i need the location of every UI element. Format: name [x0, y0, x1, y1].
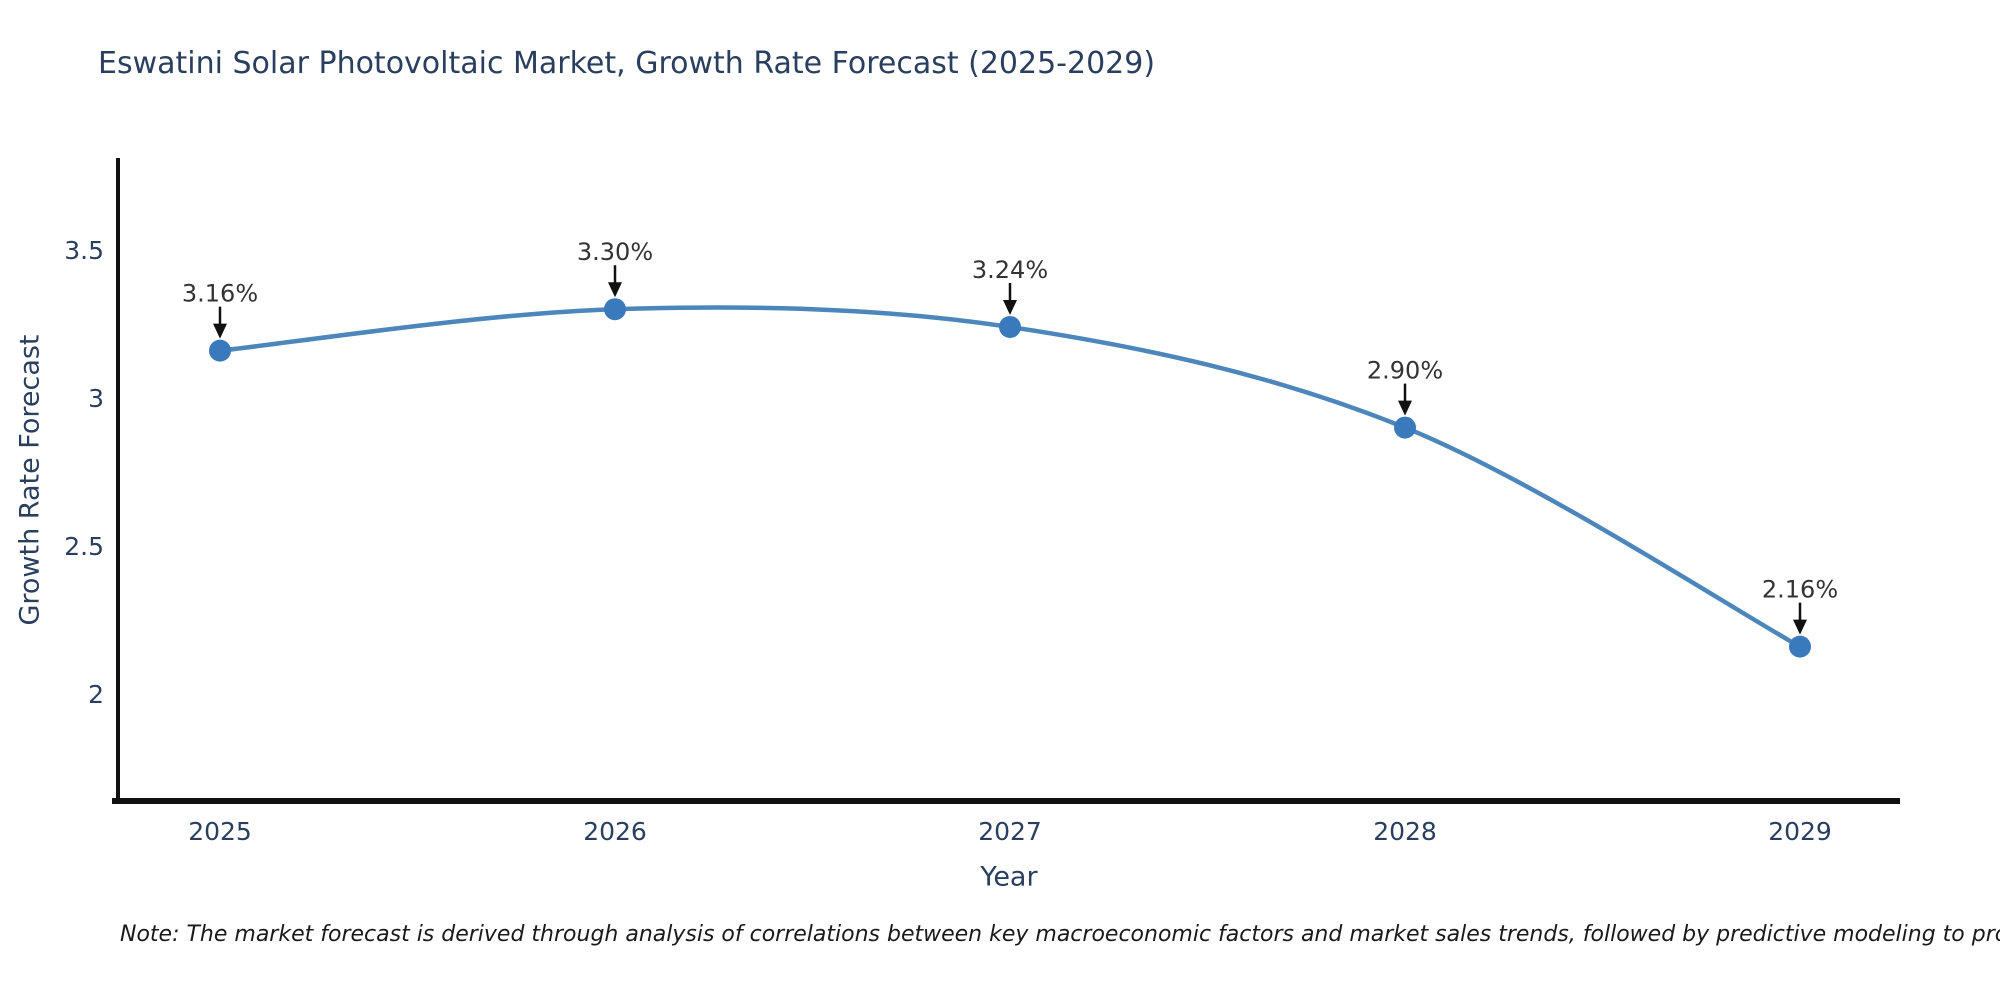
annotation-arrow-head — [1003, 299, 1017, 315]
footnote: Note: The market forecast is derived thr… — [120, 922, 2000, 947]
point-label: 3.30% — [577, 238, 653, 266]
data-point — [209, 339, 231, 362]
x-tick-label: 2027 — [978, 817, 1042, 846]
y-tick-label: 2 — [88, 680, 104, 709]
annotation-arrow-head — [1398, 400, 1412, 416]
annotations: 3.16% 3.30% 3.24% 2.90% 2.16% — [182, 238, 1838, 635]
series-markers — [209, 298, 1811, 658]
data-point — [999, 315, 1021, 338]
point-label: 3.24% — [972, 256, 1048, 284]
series-line — [217, 305, 1803, 649]
annotation-arrow-head — [213, 323, 227, 339]
y-axis-title: Growth Rate Forecast — [14, 334, 46, 626]
point-label: 3.16% — [182, 280, 258, 308]
point-label: 2.90% — [1367, 357, 1443, 385]
x-tick-label: 2028 — [1373, 817, 1437, 846]
annotation-arrow-head — [1793, 619, 1807, 635]
point-label: 2.16% — [1762, 576, 1838, 604]
x-tick-label: 2029 — [1768, 817, 1832, 846]
annotation-arrow-head — [608, 282, 622, 298]
x-tick-label: 2026 — [583, 817, 647, 846]
chart-title: Eswatini Solar Photovoltaic Market, Grow… — [98, 46, 1156, 81]
data-point — [604, 298, 626, 321]
growth-rate-line — [217, 305, 1803, 649]
x-axis-title: Year — [980, 861, 1038, 893]
y-tick-label: 3 — [88, 384, 104, 413]
y-axis-ticks: 3.5 3 2.5 2 — [64, 236, 104, 709]
x-axis-ticks: 2025 2026 2027 2028 2029 — [188, 817, 1832, 846]
x-tick-label: 2025 — [188, 817, 252, 846]
data-point — [1394, 416, 1416, 439]
data-point — [1789, 635, 1811, 658]
y-tick-label: 3.5 — [64, 236, 104, 265]
y-tick-label: 2.5 — [64, 532, 104, 561]
